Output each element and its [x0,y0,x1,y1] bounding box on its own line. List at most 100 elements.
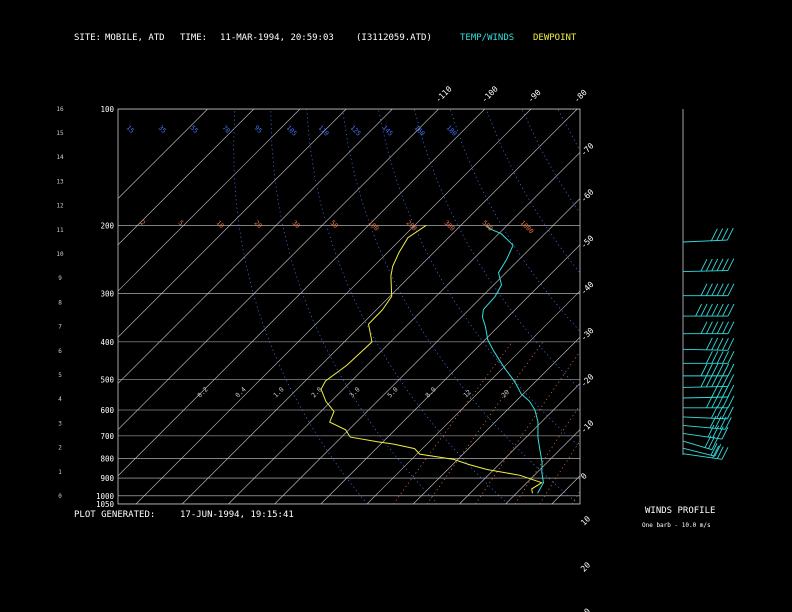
pressure-tick-label: 100 [100,105,114,114]
isotherm-line [737,109,792,504]
wind-barb-flag [705,283,713,296]
mixing-ratio-low-label: 1.0 [272,385,286,399]
wind-barb-flag [721,447,729,460]
wind-barb-flag [710,228,718,241]
wind-barb-flag [727,303,735,317]
dry-adiabat-line [557,109,580,151]
adiabat-tick-label: 95 [253,124,264,135]
dry-adiabat-line [594,109,792,504]
adiabat-tick-label: 180 [445,124,459,138]
mixing-ratio-low-label: 20 [500,388,511,399]
isotherm-line [366,290,580,504]
wind-barb-flag [700,321,708,334]
wind-barb-flag [716,283,724,296]
isotherm-tick-label: -80 [572,88,589,105]
isotherm-line [118,109,439,431]
wind-barb-flag [716,395,724,408]
isotherm-tick-label: -90 [526,88,543,105]
wind-barb-flag [705,258,713,272]
height-tick-label: 4 [58,396,62,403]
dry-adiabat-line [665,109,792,504]
wind-barb-shaft [682,239,728,243]
pressure-tick-label: 1050 [96,500,115,509]
wind-barb-flag [722,395,730,408]
mixing-ratio-tick-label: 300 [443,219,457,233]
wind-barb-flag [711,437,719,450]
wind-barb-flag [711,385,719,398]
height-tick-label: 10 [56,251,64,258]
pressure-tick-label: 700 [100,432,114,441]
pressure-tick-label: 500 [100,375,114,384]
dry-adiabat-line [342,109,579,504]
wind-barb-flag [722,303,730,317]
dry-adiabat-line [737,109,792,504]
mixing-ratio-tick-label: 5 [177,219,185,227]
wind-barb-flag [716,337,724,351]
wind-barb-flag [700,283,708,296]
wind-barb-flag [711,303,719,317]
wind-barb-flag [711,351,719,364]
mixing-ratio-line [604,342,703,504]
isotherm-tick-label: 10 [579,514,592,527]
pressure-tick-label: 600 [100,406,114,415]
wind-barb-flag [708,436,715,449]
time-value: 11-MAR-1994, 20:59:03 [220,33,334,43]
pressure-tick-label: 800 [100,454,114,463]
isotherm-line [228,151,580,504]
wind-barb-flag [726,227,734,241]
height-tick-label: 5 [58,372,62,379]
isotherm-line [274,198,580,504]
dry-adiabat-line [270,109,438,504]
adiabat-tick-label: 55 [189,124,200,135]
height-tick-label: 1 [58,469,62,476]
wind-barb-flag [721,406,729,419]
winds-profile-title: WINDS PROFILE [645,506,716,516]
isotherm-line [118,109,347,338]
wind-barb-flag [716,258,724,271]
site-label: SITE: [74,33,102,43]
wind-barb-flag [722,321,730,334]
wind-barb-flag [727,395,735,408]
wind-barb-flag [722,337,729,351]
wind-barb-shaft [682,385,728,388]
adiabat-tick-label: 110 [317,124,331,138]
wind-barb-flag [716,303,724,317]
height-tick-label: 12 [56,203,64,210]
file-id: (I3112059.ATD) [356,33,432,43]
wind-barb-flag [705,337,713,351]
height-tick-label: 2 [58,445,62,452]
wind-barb-flag [710,443,718,456]
plot-frame [117,108,581,505]
wind-barb-flag [700,303,708,317]
wind-barb-flag [716,446,724,459]
isotherm-tick-label: -100 [480,84,500,104]
wind-barb-flag [727,283,735,296]
mixing-ratio-line [670,342,761,504]
adiabat-tick-label: 145 [381,124,395,138]
dry-adiabat-line [377,109,580,448]
mixing-ratio-line [539,440,580,504]
isotherm-line [505,429,580,504]
mixing-ratio-low-label: 3.0 [348,385,362,399]
height-tick-label: 11 [56,227,64,234]
wind-barb-shaft [682,425,726,430]
wind-barb-flag [722,258,729,271]
isotherm-line [118,109,393,384]
wind-barb-flag [727,374,735,387]
isotherm-line [118,109,486,477]
mixing-ratio-low-label: 5.0 [386,385,400,399]
wind-barb-flag [716,321,724,334]
height-tick-label: 16 [56,106,64,113]
isotherm-line [118,109,255,246]
wind-barb-flag [716,228,724,241]
wind-barb-flag [716,363,724,377]
wind-barb-flag [705,303,713,317]
mixing-ratio-tick-label: 10 [215,219,226,230]
wind-barb-shaft [682,416,728,420]
mixing-ratio-tick-label: 1000 [519,219,536,236]
isotherm-line [551,475,580,504]
wind-barb-flag [727,258,735,271]
wind-barb-flag [711,337,719,351]
wind-barb-flag [721,228,729,241]
wind-barb-flag [727,351,735,364]
